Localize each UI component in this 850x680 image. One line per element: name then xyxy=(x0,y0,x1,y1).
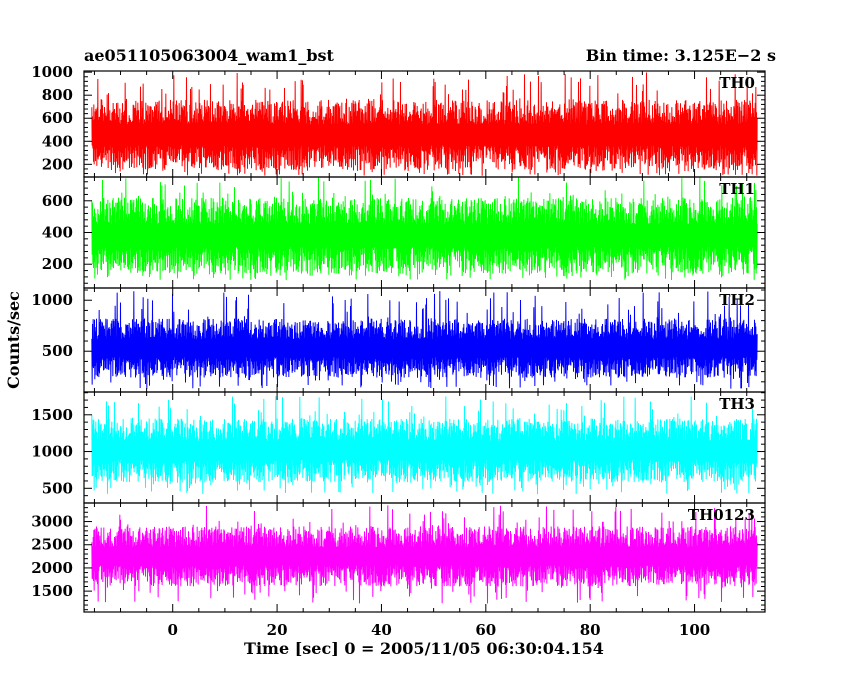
series-line-th1 xyxy=(91,177,758,281)
panel-label-th0: TH0 xyxy=(719,74,755,92)
y-tick-label: 600 xyxy=(42,192,73,210)
y-tick-label: 1500 xyxy=(31,406,73,424)
y-tick-label: 500 xyxy=(42,479,73,497)
x-tick-label: 80 xyxy=(580,621,601,639)
y-tick-label: 200 xyxy=(42,255,73,273)
y-tick-label: 500 xyxy=(42,342,73,360)
panel-th3: 500 1000 1500 TH3 xyxy=(31,391,766,504)
series-line-th2 xyxy=(91,291,758,389)
y-tick-label: 800 xyxy=(42,86,73,104)
y-tick-label: 600 xyxy=(42,109,73,127)
y-tick-label: 1000 xyxy=(31,291,73,309)
x-tick-label: 60 xyxy=(475,621,496,639)
panel-th2: 500 1000 TH2 xyxy=(31,287,766,393)
panel-label-th1: TH1 xyxy=(719,180,755,198)
chart-title: ae051105063004_wam1_bst xyxy=(84,46,335,65)
series-line-th0123 xyxy=(91,505,758,604)
x-tick-label: 100 xyxy=(679,621,710,639)
panel-label-th3: TH3 xyxy=(719,395,755,413)
y-tick-label: 200 xyxy=(42,155,73,173)
y-tick-label: 1000 xyxy=(31,443,73,461)
x-tick-label: 20 xyxy=(267,621,288,639)
y-tick-label: 400 xyxy=(42,224,73,242)
y-tick-label: 400 xyxy=(42,132,73,150)
y-tick-label: 2500 xyxy=(31,536,73,554)
panel-th0: 200 400 600 800 1000 TH0 xyxy=(31,63,766,178)
x-tick-label: 0 xyxy=(167,621,177,639)
panel-label-th2: TH2 xyxy=(719,291,755,309)
panels-group: 200 400 600 800 1000 TH0 200 400 600 TH1 500 1000 TH… xyxy=(31,63,766,613)
panel-th0123: 1500 2000 2500 3000 TH0123 xyxy=(31,502,766,613)
series-line-th3 xyxy=(91,396,758,495)
x-axis-label: Time [sec] 0 = 2005/11/05 06:30:04.154 xyxy=(244,639,604,658)
y-tick-label: 3000 xyxy=(31,513,73,531)
y-tick-label: 1000 xyxy=(31,63,73,81)
series-line-th0 xyxy=(91,72,758,176)
panel-th1: 200 400 600 TH1 xyxy=(42,176,766,289)
y-tick-label: 2000 xyxy=(31,559,73,577)
bin-time-label: Bin time: 3.125E−2 s xyxy=(586,46,776,65)
x-tick-label: 40 xyxy=(371,621,392,639)
y-tick-label: 1500 xyxy=(31,582,73,600)
panel-frame xyxy=(83,502,766,613)
x-axis: 0 20 40 60 80 100 xyxy=(167,621,710,639)
panel-label-th0123: TH0123 xyxy=(688,506,755,524)
y-axis-label: Counts/sec xyxy=(4,291,23,389)
